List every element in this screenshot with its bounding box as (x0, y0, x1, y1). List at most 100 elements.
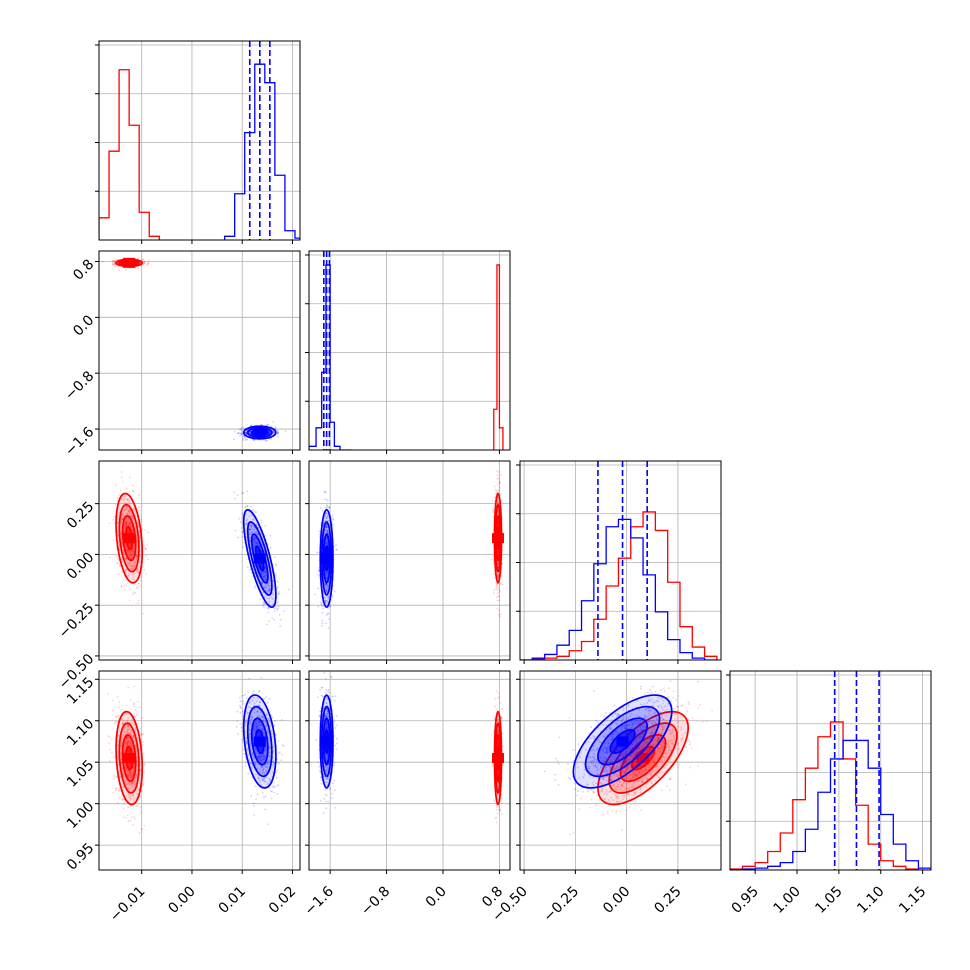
sample-point (264, 568, 267, 571)
sample-point (492, 572, 495, 575)
panel-frame (308, 250, 511, 451)
sample-point (325, 543, 327, 545)
sample-point (325, 541, 328, 544)
sample-point (123, 498, 126, 501)
sample-point (131, 721, 134, 724)
sample-point (493, 577, 496, 580)
sample-point (323, 490, 326, 493)
sample-point (126, 739, 129, 742)
sample-point (140, 828, 143, 830)
sample-point (130, 776, 132, 779)
sample-point (263, 571, 266, 574)
sample-point (130, 744, 133, 747)
sample-point (122, 480, 124, 483)
sample-point (121, 542, 123, 545)
sample-point (127, 737, 130, 740)
sample-point (275, 607, 277, 610)
sample-point (129, 514, 132, 517)
sample-point (496, 575, 499, 577)
histogram-panel-1 (305, 250, 511, 454)
sample-point (132, 552, 135, 555)
sample-point (266, 439, 269, 442)
sample-point (255, 542, 258, 544)
sample-point (325, 599, 328, 602)
sample-point (113, 777, 116, 780)
sample-point (136, 602, 139, 605)
sample-point (138, 832, 141, 834)
sample-point (127, 523, 130, 526)
sample-point (125, 557, 128, 560)
sample-point (253, 536, 256, 539)
sample-point (244, 431, 247, 434)
sample-point (127, 509, 130, 511)
sample-point (321, 611, 324, 614)
sample-point (495, 489, 497, 491)
sample-point (125, 522, 127, 525)
sample-point (497, 573, 500, 576)
sample-point (242, 546, 245, 549)
sample-point (131, 577, 134, 580)
sample-point (325, 542, 328, 545)
sample-point (136, 555, 138, 558)
sample-point (276, 433, 279, 436)
sample-point (128, 740, 131, 743)
sample-point (242, 426, 245, 429)
sample-point (325, 588, 328, 591)
sample-point (111, 263, 114, 266)
sample-point (138, 565, 141, 568)
panel-content (309, 461, 510, 660)
sample-point (126, 498, 129, 501)
sample-point (129, 551, 132, 554)
sample-point (250, 525, 253, 527)
sample-point (260, 572, 263, 575)
sample-point (126, 552, 129, 554)
sample-point (142, 752, 144, 755)
sample-point (125, 508, 128, 511)
sample-point (137, 267, 139, 270)
sample-point (328, 506, 331, 509)
sample-point (147, 558, 149, 561)
sample-point (129, 521, 131, 524)
sample-point (264, 578, 267, 581)
sample-point (266, 607, 269, 609)
sample-point (120, 519, 123, 522)
sample-point (497, 502, 500, 505)
sample-point (127, 820, 130, 823)
sample-point (498, 590, 501, 593)
scatter-panel-2-1 (305, 460, 511, 664)
sample-point (137, 257, 139, 260)
sample-point (253, 540, 256, 543)
sample-point (132, 568, 134, 571)
sample-point (129, 721, 132, 724)
sample-point (125, 736, 128, 739)
sample-point (132, 484, 134, 487)
sample-point (254, 536, 257, 539)
sample-point (129, 510, 132, 513)
sample-point (141, 784, 144, 787)
sample-point (119, 790, 122, 792)
sample-point (284, 430, 287, 433)
sample-point (261, 571, 263, 574)
panel-content (99, 461, 300, 660)
sample-point (271, 617, 274, 619)
sample-point (126, 770, 129, 773)
sample-point (262, 575, 265, 578)
sample-point (327, 529, 329, 532)
sample-point (146, 263, 149, 266)
sample-point (245, 433, 248, 435)
sample-point (123, 744, 126, 747)
sample-point (319, 507, 322, 510)
sample-point (326, 574, 328, 576)
sample-point (263, 576, 265, 579)
sample-point (256, 532, 259, 535)
sample-point (127, 770, 130, 773)
histogram-panel-0 (95, 40, 301, 244)
sample-point (111, 708, 114, 711)
sample-point (252, 539, 255, 542)
sample-point (499, 582, 502, 584)
panel-content (99, 41, 300, 240)
sample-point (129, 554, 132, 557)
sample-point (326, 515, 329, 517)
sample-point (272, 430, 275, 433)
sample-point (264, 584, 267, 587)
